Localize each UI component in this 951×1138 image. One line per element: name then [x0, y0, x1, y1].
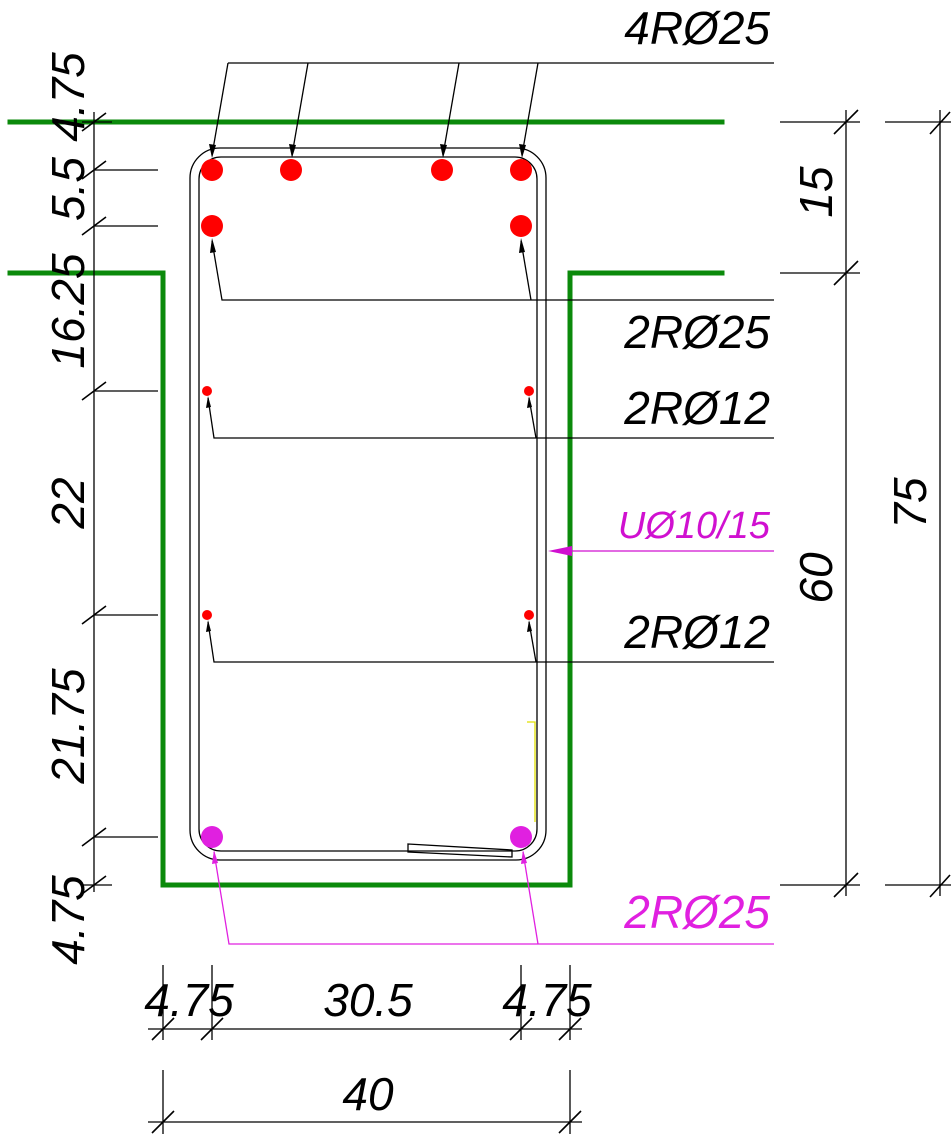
label-side-bars-upper: 2RØ12 [623, 382, 770, 434]
rebar-dot [510, 215, 532, 237]
bottom-dimension-chain [148, 965, 582, 1041]
dim-right-flange: 15 [790, 166, 842, 218]
rebar-dot [201, 159, 223, 181]
dim-bottom-1: 4.75 [144, 974, 234, 1026]
leader-top-bars [209, 62, 774, 158]
rebar-dot [201, 215, 223, 237]
leader-stirrup [548, 546, 774, 556]
slab-bottom-left-line [7, 270, 166, 888]
label-bottom-bars: 2RØ25 [623, 886, 770, 938]
bottom-total-dimension [148, 1070, 582, 1134]
rebar-dot [524, 610, 534, 620]
side-bars-upper [202, 386, 534, 396]
dim-right-web: 60 [790, 552, 842, 604]
stirrup-yellow-marker [527, 721, 536, 822]
label-side-bars-lower: 2RØ12 [623, 606, 770, 658]
leader-side-lower [206, 620, 774, 663]
second-row-bars [201, 215, 532, 237]
dim-right-total: 75 [884, 477, 936, 529]
rebar-dot [280, 159, 302, 181]
rebar-dot [431, 159, 453, 181]
leader-bottom-bars [212, 850, 774, 945]
stirrup [189, 147, 547, 861]
label-stirrups: UØ10/15 [618, 505, 771, 547]
right-dimension-chain [780, 109, 860, 898]
dim-left-3: 16.25 [42, 253, 94, 369]
top-bars [201, 159, 532, 181]
leader-side-upper [206, 396, 774, 439]
left-dimension-chain [81, 112, 158, 895]
dim-left-5: 21.75 [42, 668, 94, 785]
rebar-dot [201, 826, 223, 848]
right-total-dimension [885, 110, 951, 898]
dim-left-2: 5.5 [42, 157, 94, 221]
stirrup-outer [189, 147, 547, 861]
side-bars-lower [202, 610, 534, 620]
stirrup-hook [407, 843, 513, 858]
rebar-dot [510, 159, 532, 181]
label-top-bars: 4RØ25 [624, 2, 770, 54]
section-outline [7, 119, 725, 888]
dim-bottom-total: 40 [342, 1068, 394, 1120]
rebar-dot [524, 386, 534, 396]
rebar-dot [510, 826, 532, 848]
leader-second-row [210, 238, 774, 301]
label-second-row: 2RØ25 [623, 306, 770, 358]
dim-bottom-3: 4.75 [502, 974, 592, 1026]
dim-left-1: 4.75 [42, 52, 94, 142]
bottom-bars [201, 826, 532, 848]
rebar-dot [202, 610, 212, 620]
dim-left-6: 4.75 [42, 875, 94, 965]
slab-bottom-right-line [567, 270, 725, 888]
dim-left-4: 22 [42, 477, 94, 529]
dim-bottom-2: 30.5 [323, 974, 413, 1026]
stirrup-inner [198, 156, 538, 852]
rebar-dot [202, 386, 212, 396]
